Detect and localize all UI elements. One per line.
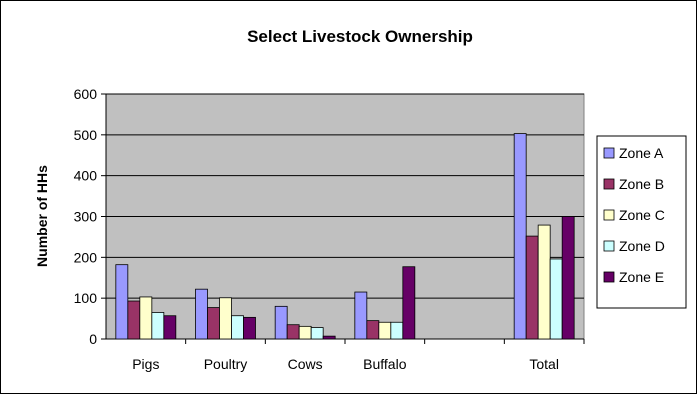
y-tick-label: 400	[74, 168, 98, 184]
bar-zone-d	[151, 312, 165, 340]
bar-zone-a	[354, 291, 368, 340]
bar-zone-a	[115, 264, 129, 340]
legend-swatch	[603, 147, 615, 159]
legend-swatch	[603, 209, 615, 221]
y-tick-label: 0	[89, 331, 97, 347]
bar-zone-d	[231, 315, 244, 340]
bar-zone-c	[537, 224, 551, 340]
x-tick-label: Cows	[288, 356, 323, 372]
bar-zone-b	[127, 300, 141, 340]
legend-label: Zone A	[619, 145, 664, 161]
x-tick-label: Buffalo	[363, 356, 407, 372]
bar-zone-c	[219, 297, 232, 340]
bar-zone-e	[402, 266, 416, 340]
y-tick-label: 600	[74, 86, 98, 102]
legend-label: Zone C	[619, 207, 665, 223]
bar-zone-c	[139, 296, 153, 340]
bar-zone-a	[513, 133, 527, 340]
y-tick-label: 500	[74, 127, 98, 143]
bar-zone-e	[322, 335, 336, 340]
x-tick-label: Total	[529, 356, 559, 372]
bar-zone-e	[561, 216, 575, 340]
bar-zone-b	[525, 235, 539, 340]
chart-title: Select Livestock Ownership	[247, 27, 473, 46]
legend-label: Zone E	[619, 269, 664, 285]
bar-zone-a	[274, 305, 288, 340]
legend: Zone A Zone B Zone C Zone D Zone E	[596, 135, 687, 309]
bar-zone-b	[207, 307, 220, 340]
bar-zone-d	[310, 327, 324, 340]
legend-label: Zone B	[619, 176, 664, 192]
legend-swatch	[603, 178, 615, 190]
y-tick-label: 300	[74, 209, 98, 225]
legend-swatch	[603, 240, 615, 252]
legend-swatch	[603, 271, 615, 283]
bar-zone-e	[243, 316, 256, 340]
x-tick-label: Poultry	[204, 356, 248, 372]
y-tick-label: 200	[74, 249, 98, 265]
bar-zone-b	[286, 324, 300, 340]
bar-zone-b	[366, 320, 380, 340]
bar-zone-c	[378, 321, 392, 340]
y-axis-label: Number of HHs	[34, 165, 50, 267]
x-tick-label: Pigs	[132, 356, 159, 372]
bar-zone-c	[298, 325, 312, 340]
bar-zone-e	[163, 315, 177, 340]
bar-zone-d	[390, 321, 404, 340]
y-tick-label: 100	[74, 290, 98, 306]
bar-zone-d	[549, 258, 563, 340]
legend-label: Zone D	[619, 238, 665, 254]
bar-zone-a	[195, 288, 208, 340]
